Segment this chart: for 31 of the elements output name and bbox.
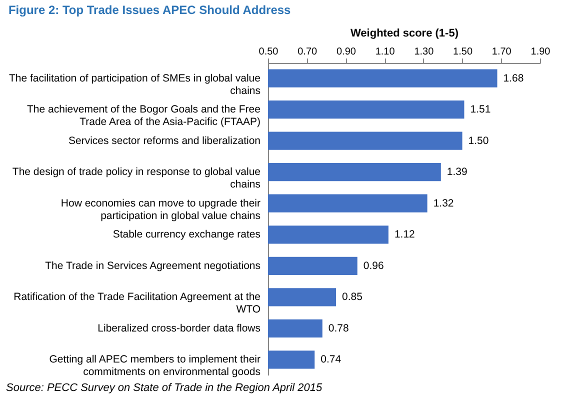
x-tick-label: 1.70 [492, 46, 512, 58]
text: Figure 2: Top Trade Issues APEC Should Address [8, 3, 292, 17]
x-tick-label: 1.30 [414, 46, 434, 58]
x-tick-label: 0.70 [298, 46, 318, 58]
data-label: 0.96 [363, 260, 384, 272]
y-tick-label: The design of trade policy in response to global value chains [12, 166, 261, 191]
y-tick-label: Services sector reforms and liberalization [68, 134, 261, 147]
source-note: Source: PECC Survey on State of Trade in the Region April 2015 [5, 382, 324, 394]
x-tick-label: 0.90 [336, 46, 356, 58]
data-label: 0.78 [328, 322, 349, 334]
y-tick-label: The Trade in Services Agreement negotiations [45, 260, 260, 272]
y-tick-label: Stable currency exchange rates [112, 228, 260, 241]
data-label: 1.51 [470, 104, 491, 116]
x-tick-label: 1.90 [530, 46, 551, 58]
data-label: 0.85 [342, 291, 363, 304]
data-label: 0.74 [320, 354, 342, 366]
data-label: 1.39 [446, 166, 468, 178]
y-tick-label: How economies can move to upgrade their participation in global value chains [60, 197, 261, 222]
y-tick-label: The facilitation of participation of SMEs in global value chains [8, 72, 261, 97]
y-tick-label: Getting all APEC members to implement their commitments on environmental goods [49, 354, 261, 378]
x-tick-label: 1.10 [375, 46, 396, 58]
y-tick-label: Ratification of the Trade Facilitation Agreement at the WTO [14, 291, 261, 316]
x-tick-label: 0.50 [258, 46, 279, 58]
data-label: 1.12 [394, 228, 416, 241]
data-label: 1.68 [503, 72, 524, 84]
y-tick-label: The achievement of the Bogor Goals and the Free Trade Area of the Asia-Pacific (FTAAP) [27, 104, 261, 128]
data-label: 1.50 [468, 134, 489, 147]
x-tick-label: 1.50 [453, 46, 473, 58]
data-label: 1.32 [433, 197, 454, 210]
y-tick-label: Liberalized cross-border data flows [98, 322, 260, 334]
x-axis-title: Weighted score (1-5) [350, 28, 459, 40]
